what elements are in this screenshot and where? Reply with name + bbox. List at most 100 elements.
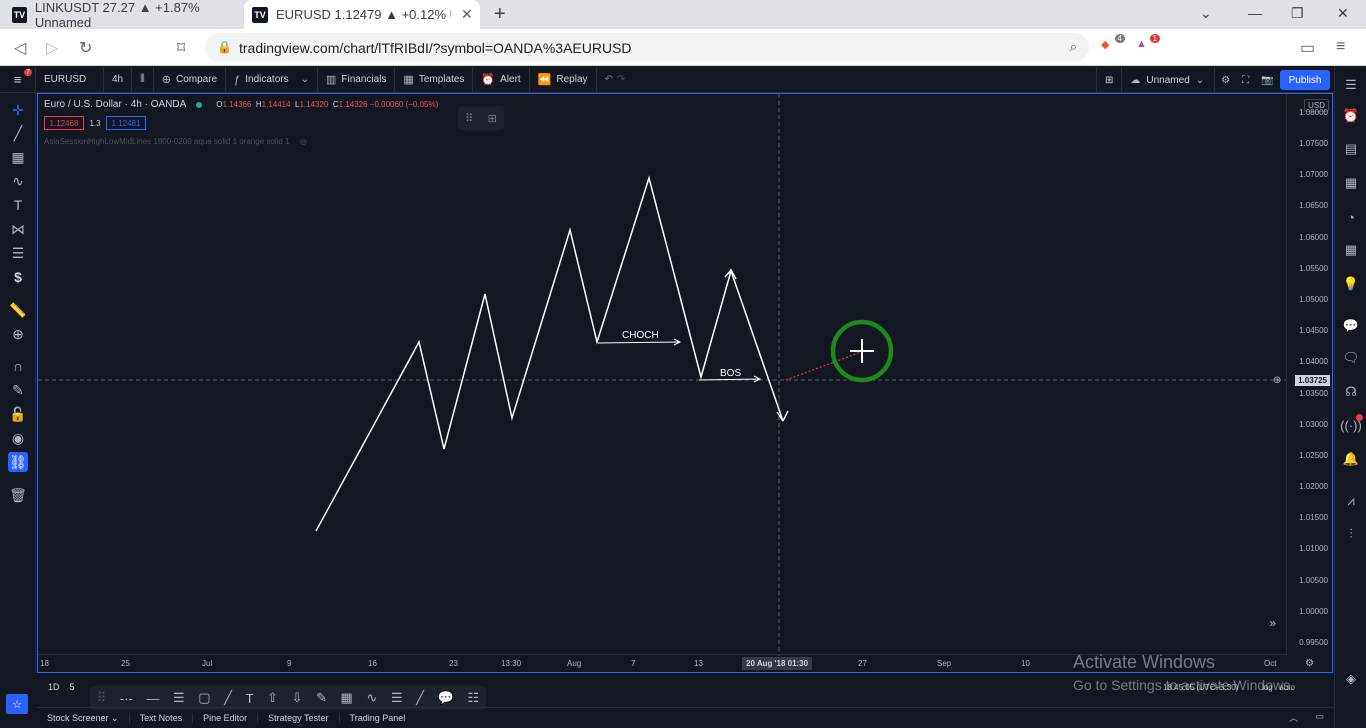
floating-drawing-button[interactable]: ⠿ ⊞ <box>458 106 504 130</box>
brave-shields-icon[interactable]: ◆ 4 <box>1101 34 1125 56</box>
news-icon[interactable]: ▦ <box>1344 175 1358 190</box>
settings-gear-icon[interactable]: ⚙ <box>1214 67 1236 93</box>
time-axis[interactable]: 18 25 Jul 9 16 23 13:30 Aug 7 13 27 Sep 10 Oct 20 Aug… <box>38 654 1287 672</box>
range-5[interactable]: 5 <box>69 682 75 692</box>
chats-icon[interactable]: 💬 <box>1342 318 1360 333</box>
undo-button[interactable]: ↶ <box>597 67 621 93</box>
parallel-channel-icon[interactable]: ☰ <box>173 690 185 705</box>
hotlist-icon[interactable]: ◔ <box>1347 209 1355 225</box>
wallet-icon[interactable]: ▭ <box>1300 40 1316 57</box>
forward-button[interactable]: ▷ <box>46 40 59 57</box>
magnet-icon[interactable]: ∩ <box>12 358 24 374</box>
layers-icon[interactable]: ◈ <box>1346 671 1356 686</box>
redo-button[interactable]: ↷ <box>609 67 633 93</box>
alerts-clock-icon[interactable]: ⏰ <box>1342 108 1360 123</box>
layout-name-button[interactable]: Unnamed <box>1146 74 1190 86</box>
lock-drawings-icon[interactable]: 🔓 <box>9 405 27 422</box>
auto-toggle[interactable]: auto <box>1279 683 1295 692</box>
tab-trading-panel[interactable]: Trading Panel <box>349 713 406 723</box>
browser-tab-eurusd[interactable]: TV EURUSD 1.12479 ▲ +0.12% Unnam ✕ <box>244 0 480 29</box>
favorites-star-icon[interactable]: ☆ <box>6 694 28 714</box>
url-field[interactable]: 🔒 tradingview.com/chart/lTfRIBdI/?symbol… <box>205 33 1089 62</box>
replay-button[interactable]: ⏪ Replay <box>530 66 597 93</box>
horizontal-line-icon[interactable]: — <box>146 690 160 706</box>
brave-rewards-icon[interactable]: ▲ 1 <box>1136 34 1160 56</box>
trash-icon[interactable]: 🗑 <box>9 486 27 503</box>
choch-label[interactable]: CHOCH <box>622 330 659 341</box>
grid-icon[interactable]: ▦ <box>340 690 353 705</box>
eye-icon[interactable]: ◉ <box>11 429 25 446</box>
settings-lines-icon[interactable]: ☷ <box>467 690 479 705</box>
trend-line-tool-icon[interactable]: ╱ <box>13 124 23 141</box>
price-range-tool-icon[interactable]: $ <box>14 269 22 285</box>
templates-button[interactable]: ▦ Templates <box>395 66 474 93</box>
ruler-icon[interactable]: 📏 <box>9 301 27 318</box>
add-alert-plus-icon[interactable]: ⊕ <box>1273 375 1282 386</box>
messages-icon[interactable]: 🗨 <box>1342 350 1360 365</box>
range-1d[interactable]: 1D <box>48 682 60 692</box>
fib-tool-icon[interactable]: ▦ <box>11 148 25 165</box>
zoom-in-icon[interactable]: ⊕ <box>12 325 24 342</box>
main-menu-button[interactable]: ≡ 7 <box>0 66 36 93</box>
measure-lines-tool-icon[interactable]: ☰ <box>11 244 25 261</box>
close-window-button[interactable]: ✕ <box>1337 5 1349 21</box>
ideas-bulb-icon[interactable]: 💡 <box>1342 276 1360 291</box>
data-window-icon[interactable]: ▤ <box>1344 141 1358 156</box>
minimize-button[interactable]: — <box>1248 5 1262 21</box>
streams-icon[interactable]: ☊ <box>1345 384 1357 399</box>
tab-pine-editor[interactable]: Pine Editor <box>193 713 259 723</box>
scroll-to-realtime-icon[interactable]: » <box>1269 616 1276 630</box>
ray-icon[interactable]: ╱ <box>224 690 232 705</box>
buy-price-box[interactable]: 1.12481 <box>106 116 146 130</box>
tab-search-icon[interactable]: ⌄ <box>1200 5 1212 21</box>
trading-chart-icon[interactable]: ⩘ <box>1347 493 1355 508</box>
callout-icon[interactable]: 💬 <box>437 690 454 705</box>
indicators-button[interactable]: ƒ Indicators ⌄ <box>226 66 318 93</box>
bookmark-icon[interactable]: ⌑ <box>177 40 186 57</box>
choch-line[interactable] <box>597 341 681 344</box>
interval-button[interactable]: 4h <box>104 66 133 93</box>
compare-button[interactable]: ⊕ Compare <box>154 66 227 93</box>
publish-button[interactable]: Publish <box>1280 70 1330 90</box>
currency-selector[interactable]: USD <box>1304 99 1329 112</box>
bos-line[interactable] <box>698 378 761 381</box>
drag-handle-icon[interactable]: ⠿ <box>96 690 107 705</box>
arrow-up-icon[interactable]: ⇧ <box>267 690 278 705</box>
collapse-panel-icon[interactable]: ︿ <box>1288 713 1298 723</box>
chart-type-button[interactable]: ⫴ <box>132 66 154 93</box>
sell-price-box[interactable]: 1.12468 <box>44 116 84 130</box>
chevron-down-icon[interactable]: ⌄ <box>1195 74 1205 86</box>
fullscreen-icon[interactable]: ⛶ <box>1242 74 1250 86</box>
path-icon[interactable]: ∿ <box>366 690 378 705</box>
eye-hidden-icon[interactable]: ◎ <box>299 137 307 146</box>
order-panel-icon[interactable]: ⫶ <box>1349 526 1353 541</box>
text-tool-icon[interactable]: T <box>13 197 23 213</box>
axis-settings-icon[interactable]: ⚙ <box>1305 658 1314 669</box>
notifications-bell-icon[interactable]: 🔔 <box>1342 451 1360 466</box>
rectangle-icon[interactable]: ▢ <box>198 690 211 705</box>
brush-icon[interactable]: ✎ <box>316 690 327 705</box>
arrow-down-icon[interactable]: ⇩ <box>291 690 303 705</box>
prediction-tool-icon[interactable]: ⋈ <box>11 220 25 237</box>
zoom-icon[interactable]: ⌕ <box>1069 39 1077 54</box>
browser-menu-icon[interactable]: ≡ <box>1336 38 1346 55</box>
pen-icon[interactable]: ╱ <box>416 690 424 705</box>
camera-icon[interactable]: 📷 <box>1261 74 1274 86</box>
tab-text-notes[interactable]: Text Notes <box>130 713 194 723</box>
tab-stock-screener[interactable]: Stock Screener ⌄ <box>37 712 130 724</box>
new-tab-button[interactable]: + <box>494 3 506 25</box>
zigzag-trend-line[interactable] <box>315 175 784 532</box>
alert-button[interactable]: ⏰ Alert <box>473 66 530 93</box>
link-sync-icon[interactable]: ⛓ <box>8 452 28 472</box>
stay-in-drawing-mode-icon[interactable]: ✎ <box>12 381 24 398</box>
price-axis[interactable]: USD 1.08000 1.07500 1.07000 1.06500 1.06000 1… <box>1273 94 1332 656</box>
back-button[interactable]: ◁ <box>14 40 27 57</box>
close-tab-icon[interactable]: ✕ <box>461 6 473 22</box>
tab-strategy-tester[interactable]: Strategy Tester <box>258 713 340 723</box>
calendar-icon[interactable]: ▦ <box>1344 242 1358 257</box>
object-tree-icon[interactable]: ⊞ <box>487 112 497 125</box>
clock-display[interactable]: 18:45:05 (UTC+5:30) <box>1163 683 1239 692</box>
pitchfork-icon[interactable]: ☰ <box>390 690 403 705</box>
log-toggle[interactable]: log <box>1262 683 1273 692</box>
horizontal-ray-icon[interactable]: -·- <box>119 690 133 706</box>
